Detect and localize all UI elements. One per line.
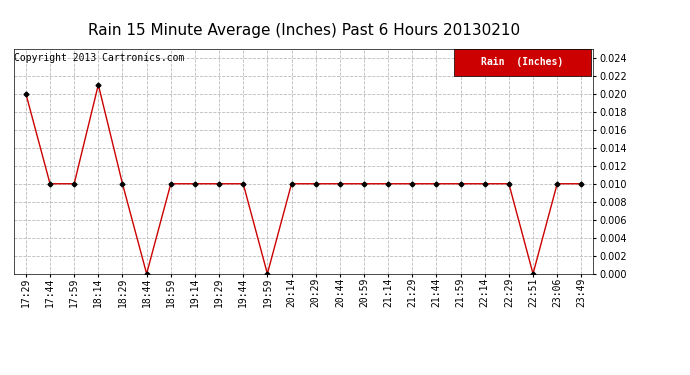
- Text: Copyright 2013 Cartronics.com: Copyright 2013 Cartronics.com: [14, 53, 185, 63]
- Text: Rain  (Inches): Rain (Inches): [481, 57, 564, 67]
- Bar: [454, 49, 591, 76]
- Text: Rain 15 Minute Average (Inches) Past 6 Hours 20130210: Rain 15 Minute Average (Inches) Past 6 H…: [88, 22, 520, 38]
